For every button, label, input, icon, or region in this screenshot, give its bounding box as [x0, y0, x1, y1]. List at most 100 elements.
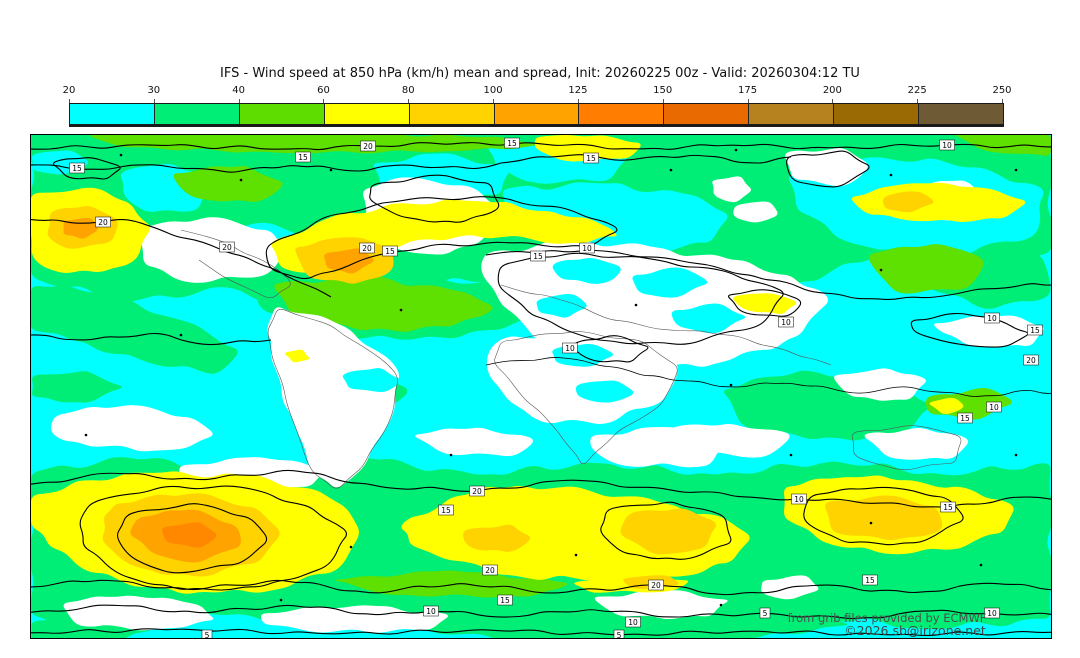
cyan-patch: [632, 267, 708, 298]
south-green-patch: [787, 577, 957, 618]
spread-contour-loop: [497, 252, 784, 345]
colorbar: [69, 103, 1004, 127]
spread-contour-loop: [79, 485, 347, 591]
south-gold-center: [620, 508, 717, 555]
spread-contour-loop: [573, 335, 649, 363]
contour-label-value: 10: [781, 318, 791, 327]
contour-label-value: 10: [628, 618, 638, 627]
chartreuse-strip: [90, 135, 548, 154]
colorbar-tick-label: 80: [401, 85, 415, 96]
contour-label-value: 15: [72, 164, 82, 173]
spread-contour: [500, 154, 792, 164]
coastline-australia: [851, 425, 962, 470]
coastline-africa: [494, 331, 678, 465]
contour-label: 15: [497, 594, 513, 606]
spread-contour: [31, 469, 1051, 508]
white-region: [712, 176, 751, 203]
contour-speck: [449, 453, 453, 457]
contour-speck: [399, 308, 403, 312]
contour-label: 15: [530, 250, 546, 262]
yellow-spot: [929, 397, 964, 415]
white-region: [51, 405, 213, 452]
green-patch: [32, 371, 122, 403]
colorbar-segment: [749, 104, 835, 124]
colorbar-segment: [70, 104, 155, 124]
spread-contour-loop: [786, 150, 870, 188]
natl-orange: [324, 248, 374, 274]
contour-label-value: 15: [960, 414, 970, 423]
colorbar-segment: [834, 104, 920, 124]
colorbar-segment: [409, 104, 495, 124]
arctic-yellow: [534, 135, 641, 162]
contour-speck: [349, 545, 353, 549]
contour-labels: 20 15 10 15 15 15 20 20 15 10 20 15 10 10 10 15 20 10 15 20…: [69, 137, 1043, 639]
contour-speck: [669, 168, 673, 172]
contour-label: 5: [759, 607, 771, 619]
coastline-south-america: [267, 309, 398, 489]
contour-label: 10: [423, 605, 439, 617]
antarctic-white: [63, 595, 214, 631]
colorbar-tick-label: 20: [62, 85, 76, 96]
npac-west-yellow: [851, 182, 1026, 223]
spread-contour: [485, 357, 1051, 397]
contour-speck: [734, 148, 738, 152]
spread-contour-loop: [116, 503, 268, 574]
spread-contour: [31, 162, 502, 173]
contour-label-value: 5: [617, 631, 622, 639]
spread-contour: [31, 332, 272, 346]
colorbar-tick-label: 30: [147, 85, 161, 96]
contour-label: 15: [69, 162, 85, 174]
contour-speck: [719, 603, 723, 607]
contour-label: 10: [579, 242, 595, 254]
contour-speck: [574, 553, 578, 557]
contour-label-value: 10: [582, 244, 592, 253]
spread-contour-loop: [265, 196, 618, 280]
contour-label: 5: [613, 629, 625, 639]
spread-contour-loop: [53, 157, 121, 180]
contour-label-value: 10: [565, 344, 575, 353]
contour-label-value: 15: [500, 596, 510, 605]
colorbar-tick-label: 125: [568, 85, 588, 96]
contour-label: 15: [583, 152, 599, 164]
contour-label: 10: [986, 401, 1002, 413]
spread-contour: [31, 142, 1051, 151]
chartreuse-patch: [868, 244, 984, 294]
contour-label: 15: [862, 574, 878, 586]
south-deep-orange: [161, 522, 217, 548]
east-pacific-green: [31, 285, 238, 374]
contour-label: 10: [791, 493, 807, 505]
contour-label: 15: [504, 137, 520, 149]
spread-contour-loop: [369, 174, 500, 223]
contour-label-value: 10: [989, 403, 999, 412]
contour-label: 15: [957, 412, 973, 424]
contour-label: 10: [939, 139, 955, 151]
chart-title: IFS - Wind speed at 850 hPa (km/h) mean …: [220, 66, 860, 81]
spread-contour: [31, 628, 1051, 636]
contour-speck: [329, 168, 333, 172]
chartreuse-strip: [955, 135, 1051, 156]
asia-green-patch: [724, 217, 819, 257]
contour-label: 15: [940, 501, 956, 513]
contour-label-value: 20: [98, 218, 108, 227]
contour-label-value: 20: [472, 487, 482, 496]
contour-label: 10: [625, 616, 641, 628]
contour-label-value: 5: [205, 631, 210, 639]
colorbar-segment: [324, 104, 410, 124]
contour-label-value: 20: [1026, 356, 1036, 365]
contour-label-value: 15: [385, 247, 395, 256]
contour-label: 20: [469, 485, 485, 497]
colorbar-segment: [579, 104, 665, 124]
cyan-patch: [671, 303, 746, 334]
contour-label: 10: [984, 312, 1000, 324]
contour-speck: [279, 598, 283, 602]
contour-speck: [179, 333, 183, 337]
contour-speck: [239, 178, 243, 182]
white-region: [652, 423, 790, 458]
contour-label-value: 20: [362, 244, 372, 253]
contour-speck: [634, 303, 638, 307]
colorbar-tick-label: 100: [483, 85, 503, 96]
contour-speck: [729, 383, 733, 387]
contour-label: 20: [359, 242, 375, 254]
africa-white: [486, 329, 678, 425]
contour-speck: [119, 153, 123, 157]
